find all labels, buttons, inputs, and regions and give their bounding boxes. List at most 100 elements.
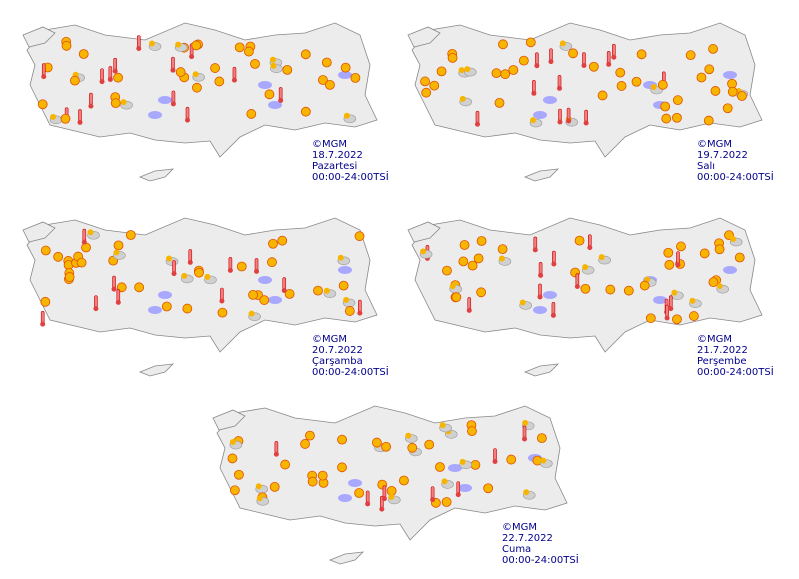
thermometer-icon — [232, 66, 237, 80]
thermometer-icon — [228, 257, 233, 270]
sun-icon — [568, 48, 578, 59]
map-date: 18.7.2022 — [312, 150, 363, 161]
thrace-outline — [22, 26, 56, 48]
thermometer-icon — [475, 110, 480, 124]
lake — [458, 484, 472, 492]
sun-icon — [194, 267, 204, 278]
sun-icon — [467, 426, 477, 437]
thermometer-icon — [171, 90, 176, 104]
sun-icon — [605, 284, 616, 295]
sun-icon — [494, 97, 505, 108]
thermometer-bulb — [231, 77, 237, 83]
sun-icon — [616, 81, 627, 91]
thermometer-bulb — [278, 97, 284, 103]
map-credit: ©MGM — [697, 139, 732, 150]
sun-icon — [597, 90, 608, 101]
thermometer-bulb — [583, 120, 589, 126]
sun-icon — [125, 230, 136, 240]
map-period: 00:00-24:00TSİ — [697, 170, 774, 183]
cloud-sun — [439, 422, 446, 429]
thermometer-icon — [365, 490, 370, 504]
sun-icon — [685, 50, 696, 61]
lake — [723, 71, 737, 79]
map-date: 21.7.2022 — [697, 345, 748, 356]
cloud-sun — [498, 255, 505, 262]
thermometer-bulb — [587, 245, 593, 251]
thermometer-icon — [522, 425, 527, 439]
cloud-sun — [716, 283, 723, 290]
sun-icon — [277, 235, 288, 246]
cyprus-outline — [138, 168, 175, 182]
thermometer-icon — [89, 92, 93, 106]
thermometer-bulb — [455, 492, 461, 498]
sun-icon — [672, 314, 682, 325]
cloud-sun — [522, 419, 529, 426]
thermometer-icon — [278, 87, 283, 100]
thermometer-icon — [665, 304, 669, 318]
map-day: Pazartesi — [312, 161, 357, 172]
cloud-sun — [441, 478, 448, 485]
sun-icon — [639, 280, 650, 291]
sun-icon — [134, 282, 145, 293]
sun-icon — [110, 98, 121, 109]
sun-icon — [458, 256, 469, 267]
thermometer-bulb — [357, 310, 363, 316]
sun-icon — [727, 78, 737, 89]
map-day: Salı — [697, 161, 715, 172]
sun-icon — [269, 481, 280, 492]
thermometer-bulb — [107, 76, 113, 82]
map-credit: ©MGM — [502, 522, 537, 533]
sun-icon — [708, 44, 718, 54]
sun-icon — [476, 236, 487, 246]
cloud-sun — [337, 254, 344, 261]
thermometer-icon — [467, 297, 472, 310]
cloud-sun — [449, 283, 456, 290]
sun-icon — [300, 106, 311, 117]
thermometer-bulb — [381, 496, 387, 502]
cloud-sun — [256, 495, 263, 502]
thermometer-bulb — [430, 497, 436, 503]
thermometer-bulb — [93, 306, 99, 312]
cloud-sun — [650, 84, 657, 91]
cloud-sun — [269, 56, 276, 63]
map-date: 22.7.2022 — [502, 533, 553, 544]
sun-icon — [113, 72, 123, 83]
cloud-sun — [270, 62, 277, 69]
sun-icon — [191, 40, 202, 51]
cloud-sun — [120, 99, 127, 106]
thermometer-bulb — [534, 63, 540, 69]
sun-icon — [657, 79, 668, 90]
sun-icon — [645, 313, 656, 324]
thermometer-bulb — [492, 458, 498, 464]
sun-icon — [574, 235, 585, 246]
sun-icon — [53, 251, 64, 262]
cloud-sun — [204, 273, 211, 280]
sun-icon — [451, 292, 462, 303]
sun-icon — [737, 91, 747, 101]
sun-icon — [250, 58, 260, 69]
sun-icon — [161, 301, 172, 312]
thermometer-bulb — [81, 239, 87, 245]
thermometer-bulb — [273, 451, 279, 457]
sun-icon — [217, 307, 228, 318]
sun-icon — [672, 95, 683, 106]
sun-icon — [214, 76, 225, 87]
thrace-outline — [212, 409, 246, 431]
map-date: 20.7.2022 — [312, 345, 363, 356]
lake — [533, 111, 547, 119]
country-outline — [26, 217, 378, 353]
cloud-sun — [459, 95, 466, 102]
thermometer-bulb — [111, 286, 117, 292]
cloud-sun — [405, 432, 412, 439]
sun-icon — [476, 287, 487, 298]
cloud-sun — [671, 289, 678, 296]
sun-icon — [676, 241, 686, 252]
cyprus-outline — [138, 363, 175, 377]
cloud-sun — [87, 229, 94, 236]
thermometer-bulb — [538, 272, 544, 278]
map-period: 00:00-24:00TSİ — [697, 365, 774, 378]
lake — [448, 464, 462, 472]
lake — [338, 266, 352, 274]
map-period: 00:00-24:00TSİ — [502, 553, 579, 566]
